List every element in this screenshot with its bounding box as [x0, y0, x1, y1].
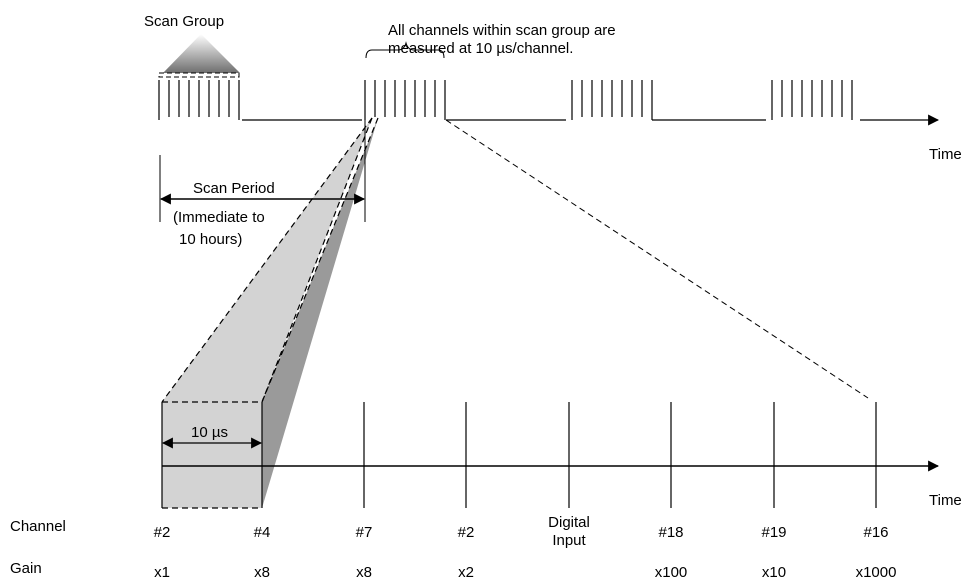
projection-line-right [445, 119, 869, 399]
channel-label: #2 [458, 524, 475, 541]
scan-group-bursts [158, 80, 853, 120]
scan-period-detail-line1: (Immediate to [173, 209, 265, 226]
pulse-burst [771, 80, 853, 120]
channel-label: #7 [356, 524, 373, 541]
channel-label: #2 [154, 524, 171, 541]
channel-labels: #2 #4 #7 #2 Digital Input #18 #19 #16 [154, 514, 889, 549]
gain-heading: Gain [10, 560, 42, 577]
wedge-edge-left [161, 117, 373, 403]
gain-label: x8 [254, 564, 270, 581]
channel-label: Digital Input [548, 514, 590, 549]
gain-label: x1000 [856, 564, 897, 581]
scan-group-triangle [163, 34, 240, 73]
channel-label: #18 [658, 524, 683, 541]
projection-wedge-dark [262, 118, 378, 508]
pulse-burst [364, 80, 446, 120]
measurement-note-line2: measured at 10 µs/channel. [388, 40, 573, 57]
wedge-edge-right [261, 117, 379, 403]
channel-label: #16 [863, 524, 888, 541]
wedge-edge-middle [261, 117, 373, 403]
channel-heading: Channel [10, 518, 66, 535]
gain-label: x1 [154, 564, 170, 581]
scan-period-detail-line2: 10 hours) [179, 231, 242, 248]
interval-label: 10 µs [191, 424, 228, 441]
gain-labels: x1 x8 x8 x2 x100 x10 x1000 [154, 564, 896, 581]
channel-ticks [161, 402, 877, 508]
scan-group-label: Scan Group [144, 13, 224, 30]
scan-period-label: Scan Period [193, 180, 275, 197]
gain-label: x2 [458, 564, 474, 581]
measurement-note-line1: All channels within scan group are [388, 22, 616, 39]
pulse-burst [158, 80, 240, 120]
pulse-burst [571, 80, 653, 120]
projection-wedge-light [162, 118, 372, 508]
gain-label: x10 [762, 564, 786, 581]
scan-group-brace [365, 41, 445, 59]
time-label-bottom: Time [929, 492, 962, 509]
channel-label: #19 [761, 524, 786, 541]
gain-label: x8 [356, 564, 372, 581]
scan-group-bracket [158, 72, 240, 78]
channel-label: #4 [254, 524, 271, 541]
time-label-top: Time [929, 146, 962, 163]
gain-label: x100 [655, 564, 688, 581]
